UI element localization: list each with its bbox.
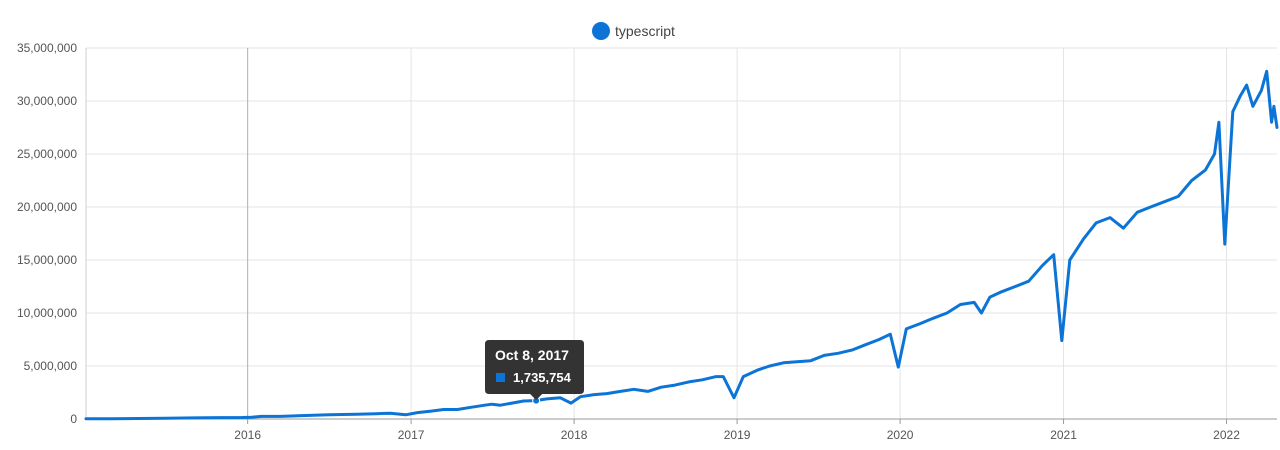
axis-layer: 0 5,000,000 10,000,000 15,000,000 20,000,000…	[17, 41, 1277, 442]
tooltip-date: Oct 8, 2017	[495, 347, 569, 363]
y-tick-label: 20,000,000	[17, 200, 77, 214]
x-tick-label: 2022	[1213, 428, 1240, 442]
y-tick-label: 10,000,000	[17, 306, 77, 320]
tooltip-box	[485, 340, 584, 400]
legend-label[interactable]: typescript	[615, 23, 675, 39]
x-tick-label: 2019	[724, 428, 751, 442]
x-tick-label: 2017	[398, 428, 425, 442]
y-tick-label: 15,000,000	[17, 253, 77, 267]
y-tick-label: 5,000,000	[24, 359, 78, 373]
series-line-typescript[interactable]	[84, 69, 1279, 421]
legend-swatch[interactable]	[592, 22, 610, 40]
tooltip-value: 1,735,754	[513, 370, 572, 385]
y-tick-label: 0	[70, 412, 77, 426]
legend[interactable]: typescript	[592, 22, 675, 40]
grid-layer	[86, 47, 1277, 419]
y-tick-label: 25,000,000	[17, 147, 77, 161]
series-layer	[84, 69, 1279, 421]
x-tick-label: 2016	[234, 428, 261, 442]
y-tick-label: 35,000,000	[17, 41, 77, 55]
y-tick-label: 30,000,000	[17, 94, 77, 108]
tooltip-swatch	[496, 373, 505, 382]
tooltip: Oct 8, 2017 1,735,754	[485, 340, 584, 405]
x-tick-label: 2018	[561, 428, 588, 442]
x-tick-label: 2020	[887, 428, 914, 442]
x-tick-label: 2021	[1050, 428, 1077, 442]
